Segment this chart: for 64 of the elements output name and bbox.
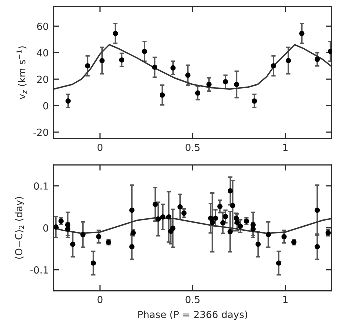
x-tick-label: 0 (98, 144, 103, 152)
y-tick-label: 20 (37, 76, 48, 84)
x-tick-label: 1 (284, 144, 288, 152)
point (195, 90, 201, 96)
point (113, 31, 118, 36)
point (130, 208, 135, 214)
point (96, 234, 102, 240)
point (156, 216, 162, 222)
point (271, 64, 276, 69)
point (314, 208, 320, 214)
y-tick-label: 60 (37, 22, 48, 30)
point (276, 260, 282, 266)
point (250, 226, 256, 232)
x-tick-label: 1 (284, 296, 288, 304)
point (85, 64, 90, 69)
point (170, 226, 176, 232)
y-axis-title: (O−C)$_{2}$ (day) (15, 197, 25, 259)
point (266, 232, 272, 238)
point (152, 64, 158, 70)
point (152, 202, 158, 208)
point (178, 204, 183, 210)
x-tick-label: 0.5 (186, 296, 200, 304)
point (119, 58, 125, 63)
point (160, 92, 166, 98)
point (238, 224, 244, 230)
y-axis-title: v$_{z}$ (km s$^{−1}$) (16, 46, 28, 100)
point (223, 79, 228, 85)
point (54, 224, 59, 230)
x-tick-label: 0.5 (186, 144, 200, 152)
point (186, 72, 191, 78)
point (100, 58, 105, 64)
point (286, 58, 292, 64)
point (223, 214, 228, 220)
point (300, 31, 305, 36)
point (130, 244, 135, 250)
point (80, 232, 86, 238)
y-tick-label: 0 (44, 224, 48, 232)
line-series (54, 44, 332, 90)
point (314, 244, 320, 250)
x-axis-title: Phase (P = 2366 days) (138, 310, 248, 320)
point (234, 82, 240, 88)
y-tick-label: 0.1 (34, 182, 48, 190)
y-tick-label: 0 (44, 102, 48, 110)
point (314, 56, 320, 62)
point (206, 82, 212, 88)
point (210, 220, 216, 226)
point (256, 242, 261, 248)
point (90, 260, 96, 266)
x-tick-label: 0 (98, 296, 103, 304)
point (142, 48, 148, 54)
point (218, 204, 223, 210)
point (213, 216, 218, 222)
y-tick-label: 40 (37, 49, 48, 57)
point (282, 234, 287, 240)
y-tick-label: -20 (34, 128, 48, 136)
point (70, 242, 76, 248)
point (170, 66, 176, 71)
point (228, 188, 234, 194)
point (65, 226, 71, 232)
point (252, 98, 258, 104)
point (66, 98, 71, 104)
y-tick-label: -0.1 (30, 266, 48, 274)
point (228, 229, 233, 234)
point (160, 214, 166, 220)
